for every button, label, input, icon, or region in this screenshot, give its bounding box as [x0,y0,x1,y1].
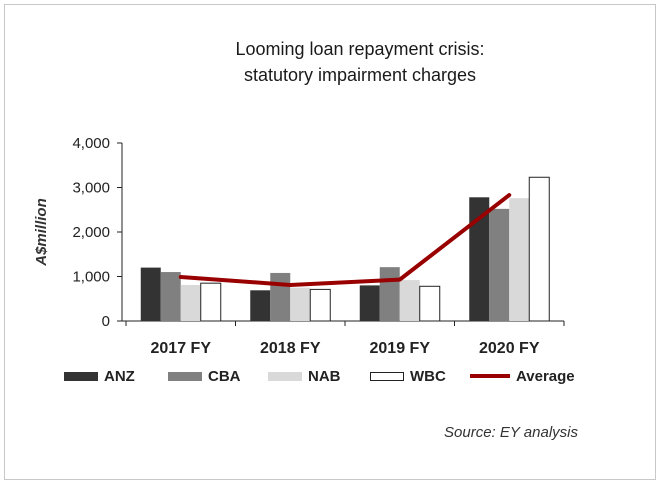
legend-label-nab: NAB [308,367,341,385]
legend-swatch-cba [168,371,202,381]
bar-nab-2017-fy [180,284,201,321]
bar-wbc-2018-fy [309,288,331,322]
chart-title-line-1: Looming loan repayment crisis: [235,39,485,59]
y-tick-label: 3,000 [72,180,110,197]
bar-anz-2019-fy [359,285,380,321]
legend-swatch-nab [268,371,302,381]
bar-nab-2018-fy [290,287,311,321]
legend-item-wbc: WBC [370,364,446,388]
bar-wbc-2020-fy [528,176,550,322]
x-category-label: 2017 FY [151,340,212,357]
y-axis-label: A$million [33,198,50,267]
legend-swatch-anz [64,371,98,381]
bar-anz-2017-fy [140,267,161,321]
legend-swatch-average [470,374,510,378]
legend-label-anz: ANZ [104,367,135,385]
legend-swatch-wbc [370,371,404,381]
legend-label-average: Average [516,367,575,385]
chart-legend: ANZ CBA NAB WBC Average [0,364,662,388]
bar-nab-2019-fy [399,280,420,321]
chart-frame [4,4,656,480]
line-average [178,193,512,287]
legend-label-cba: CBA [208,367,241,385]
legend-item-average: Average [470,364,575,388]
bar-wbc-2017-fy [200,282,222,322]
x-category-label: 2018 FY [260,340,321,357]
legend-item-cba: CBA [168,364,241,388]
y-tick-label: 0 [102,313,110,330]
bar-anz-2018-fy [250,290,271,321]
bar-cba-2017-fy [160,272,181,321]
bar-cba-2019-fy [379,267,400,321]
y-tick-label: 4,000 [72,135,110,152]
bar-cba-2020-fy [489,208,510,321]
legend-item-anz: ANZ [64,364,135,388]
bar-anz-2020-fy [469,197,490,321]
y-tick-label: 2,000 [72,224,110,241]
x-category-label: 2019 FY [370,340,431,357]
chart-title-line-2: statutory impairment charges [243,65,477,85]
x-category-label: 2020 FY [479,340,540,357]
bar-nab-2020-fy [509,198,530,321]
bar-wbc-2019-fy [419,285,441,322]
legend-label-wbc: WBC [410,367,446,385]
bar-cba-2018-fy [270,272,291,321]
legend-item-nab: NAB [268,364,341,388]
source-note: Source: EY analysis [444,424,578,441]
y-tick-label: 1,000 [72,269,110,286]
